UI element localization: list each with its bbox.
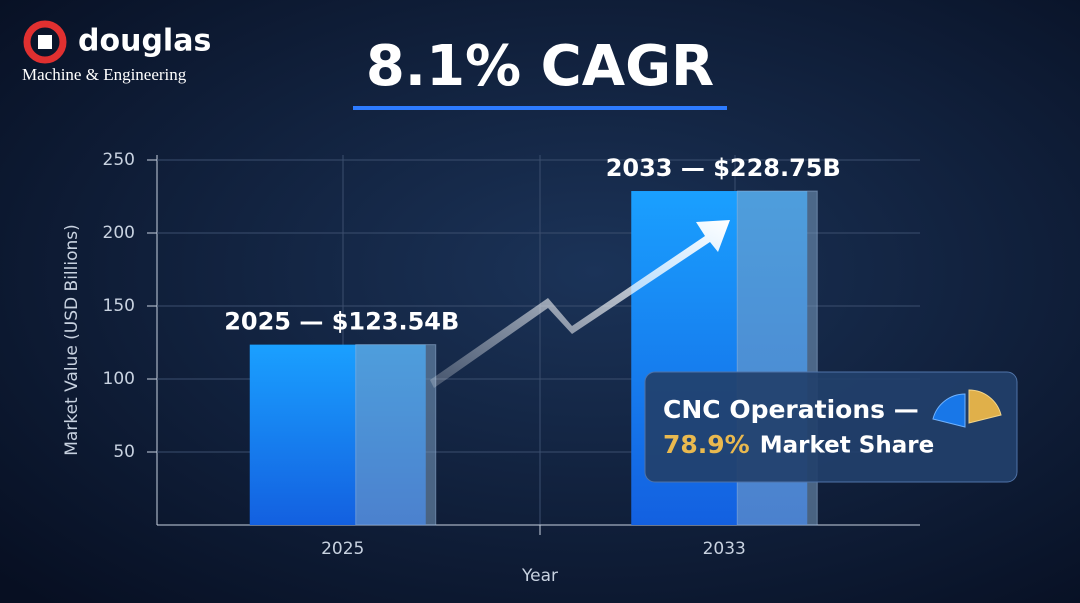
callout-box xyxy=(644,371,1018,483)
x-tick-label: 2025 xyxy=(321,539,364,559)
y-tick-label: 150 xyxy=(103,296,135,316)
y-tick-label: 50 xyxy=(113,442,135,462)
y-tick-label: 250 xyxy=(103,150,135,170)
logo-mark xyxy=(23,20,67,64)
logo-name: douglas xyxy=(78,24,211,59)
y-tick-label: 200 xyxy=(103,223,135,243)
value-label: 2025 — $123.54B xyxy=(224,308,459,336)
bar-shade xyxy=(355,344,437,526)
x-axis-label: Year xyxy=(521,566,558,586)
chart-title: 8.1% CAGR xyxy=(366,34,714,99)
y-axis-label: Market Value (USD Billions) xyxy=(62,224,82,456)
x-tick-label: 2033 xyxy=(703,539,746,559)
value-label: 2033 — $228.75B xyxy=(606,154,841,182)
logo-tagline: Machine & Engineering xyxy=(22,65,187,84)
callout-title: CNC Operations — xyxy=(663,395,919,424)
pie-slice-rest xyxy=(968,389,1002,424)
y-tick-label: 100 xyxy=(103,369,135,389)
callout-value: 78.9% xyxy=(663,430,750,459)
title-underline xyxy=(353,106,727,110)
pie-slice xyxy=(932,393,966,428)
callout-text: Market Share xyxy=(760,433,934,459)
callout: CNC Operations — 78.9% Market Share xyxy=(644,371,1018,483)
logo-core xyxy=(38,35,52,49)
pie xyxy=(932,389,1002,428)
logo: douglas Machine & Engineering xyxy=(22,20,211,84)
